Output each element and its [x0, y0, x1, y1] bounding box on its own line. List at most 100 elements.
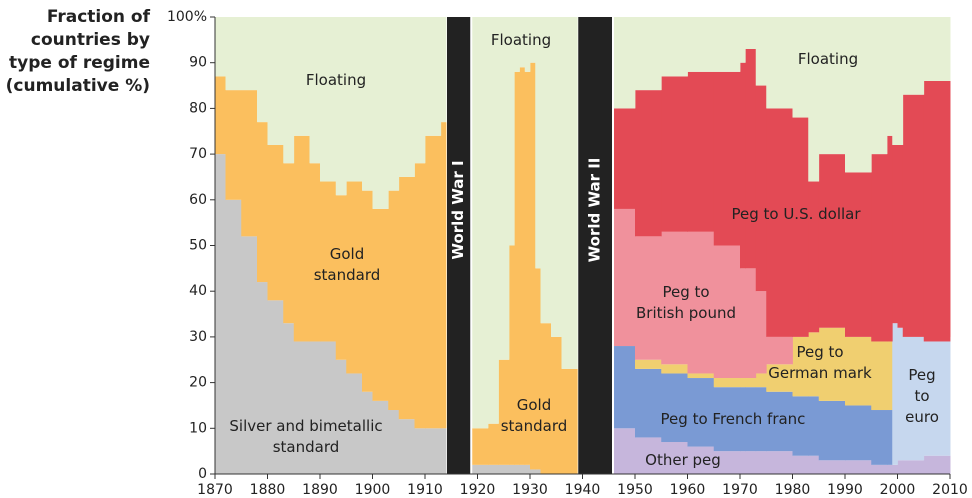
x-tick-label: 1940 [565, 482, 601, 498]
area-step [540, 17, 552, 324]
area-step [635, 437, 662, 474]
area-step [897, 144, 904, 328]
area-step [398, 17, 415, 177]
area-step [225, 17, 242, 91]
series-label: Peg to German mark [768, 343, 872, 382]
area-step [661, 364, 688, 374]
x-tick-label: 1960 [670, 482, 706, 498]
area-step [257, 122, 268, 283]
area-step [414, 428, 426, 474]
x-tick-label: 1950 [617, 482, 653, 498]
area-step [472, 17, 489, 429]
area-step [687, 17, 715, 72]
area-step [519, 464, 526, 474]
area-step [440, 428, 447, 474]
area-step [519, 17, 526, 68]
x-tick-label: 1970 [722, 482, 758, 498]
area-step [687, 231, 715, 374]
chart-title: Fraction of countries by type of regime (cu… [6, 7, 151, 96]
series-label: Gold standard [314, 245, 381, 284]
area-step [519, 67, 526, 465]
area-step [293, 341, 310, 474]
area-step [346, 17, 363, 182]
area-step [398, 419, 415, 474]
area-step [745, 378, 757, 388]
area-step [257, 17, 268, 123]
area-step [713, 387, 741, 452]
area-step [635, 236, 662, 360]
area-step [293, 17, 310, 136]
area-step [488, 423, 499, 465]
area-step [614, 208, 636, 347]
area-step [892, 464, 898, 474]
area-step [372, 17, 389, 209]
area-step [887, 135, 893, 342]
x-tick-label: 1980 [775, 482, 811, 498]
area-step [808, 17, 820, 182]
area-step [472, 428, 489, 465]
area-step [425, 428, 442, 474]
series-label: Silver and bimetallic standard [229, 417, 382, 456]
y-tick-label: 20 [189, 375, 207, 391]
area-step [514, 464, 520, 474]
area-step [488, 17, 499, 424]
series-label: Peg to U.S. dollar [731, 205, 861, 223]
area-step [283, 17, 295, 164]
area-step [498, 359, 510, 465]
area-step [398, 176, 415, 420]
area-step [635, 368, 662, 438]
area-step [530, 17, 536, 63]
area-step [257, 282, 268, 474]
area-step [530, 469, 536, 474]
area-step [713, 71, 741, 246]
area-step [745, 17, 757, 49]
war-label: World War II [586, 158, 604, 263]
area-step [792, 396, 809, 456]
area-step [309, 163, 321, 342]
war-bar [578, 17, 612, 474]
x-tick-label: 1920 [460, 482, 496, 498]
area-step [524, 464, 531, 474]
area-step [845, 172, 872, 337]
area-step [887, 464, 893, 474]
area-step [635, 90, 662, 237]
area-step [755, 17, 767, 86]
area-step [440, 122, 447, 429]
area-step [414, 17, 426, 164]
series-label: Peg to euro [905, 366, 939, 426]
area-step [372, 400, 389, 474]
area-step [902, 94, 925, 337]
area-step [362, 17, 373, 191]
area-step [509, 464, 515, 474]
y-tick-label: 0 [198, 466, 207, 482]
area-step [766, 451, 793, 474]
area-step [892, 17, 898, 145]
area-step [320, 341, 337, 474]
area-step [755, 387, 767, 452]
area-step [923, 341, 951, 456]
area-step [818, 460, 846, 474]
area-step [897, 17, 904, 145]
area-step [320, 17, 337, 182]
area-step [792, 17, 809, 118]
area-step [808, 332, 820, 397]
area-step [745, 268, 757, 379]
area-step [614, 346, 636, 429]
area-step [425, 17, 442, 136]
area-step [902, 336, 925, 461]
area-step [362, 190, 373, 392]
area-step [635, 17, 662, 91]
area-step [740, 62, 746, 269]
series-label: Floating [798, 50, 858, 68]
y-tick-label: 60 [189, 192, 207, 208]
y-tick-label: 90 [189, 55, 207, 71]
area-step [309, 17, 321, 164]
area-step [320, 181, 337, 342]
area-step [514, 17, 520, 72]
x-tick-label: 1870 [197, 482, 233, 498]
area-step [740, 451, 746, 474]
area-step [225, 90, 242, 200]
area-step [215, 154, 226, 474]
area-step [661, 442, 688, 474]
